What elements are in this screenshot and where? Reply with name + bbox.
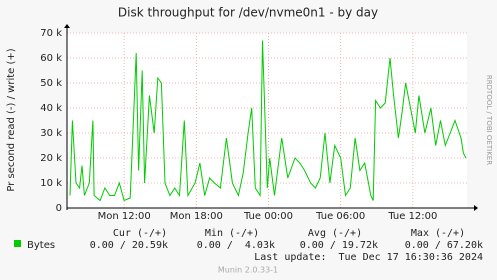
- last-update: Last update: Tue Dec 17 16:30:36 2024: [254, 252, 483, 263]
- chart-title: Disk throughput for /dev/nvme0n1 - by da…: [118, 6, 378, 20]
- legend-table: Cur (-/+) Min (-/+) Avg (-/+) Max (-/+)0.00…: [90, 228, 483, 251]
- x-axis-arrow: [474, 205, 478, 211]
- x-tick-label: Tue 06:00: [315, 211, 365, 222]
- x-tick-label: Tue 12:00: [387, 211, 437, 222]
- y-tick-label: 20 k: [40, 153, 62, 164]
- marks: [69, 40, 467, 202]
- y-tick-label: 10 k: [40, 178, 62, 189]
- legend-value: 0.00 / 20.59k: [90, 240, 168, 251]
- y-tick-label: 60 k: [40, 53, 62, 64]
- y-tick-label: 70 k: [40, 28, 62, 39]
- legend-header: Min (-/+): [205, 228, 259, 239]
- y-axis-label: Pr second read (-) / write (+): [6, 48, 17, 191]
- x-tick-label: Tue 00:00: [243, 211, 293, 222]
- series-line: [69, 40, 467, 202]
- watermark: RRDTOOL / TOBI OETIKER: [485, 75, 493, 165]
- y-axis-arrow: [64, 24, 70, 28]
- x-tick-label: Mon 12:00: [98, 211, 151, 222]
- legend-header: Cur (-/+): [113, 228, 167, 239]
- x-tick-label: Mon 18:00: [170, 211, 223, 222]
- footer: Munin 2.0.33-1: [218, 266, 278, 275]
- legend-value: 0.00 / 67.20k: [405, 240, 483, 251]
- legend-header: Avg (-/+): [308, 228, 362, 239]
- legend-value: 0.00 / 4.03k: [197, 240, 275, 251]
- y-tick-label: 0: [56, 203, 62, 214]
- legend-header: Max (-/+): [411, 228, 465, 239]
- y-tick-label: 40 k: [40, 103, 62, 114]
- y-tick-label: 50 k: [40, 78, 62, 89]
- legend-value: 0.00 / 19.72k: [300, 240, 378, 251]
- legend-swatch: [14, 240, 21, 247]
- y-tick-label: 30 k: [40, 128, 62, 139]
- legend-label: Bytes: [27, 240, 55, 251]
